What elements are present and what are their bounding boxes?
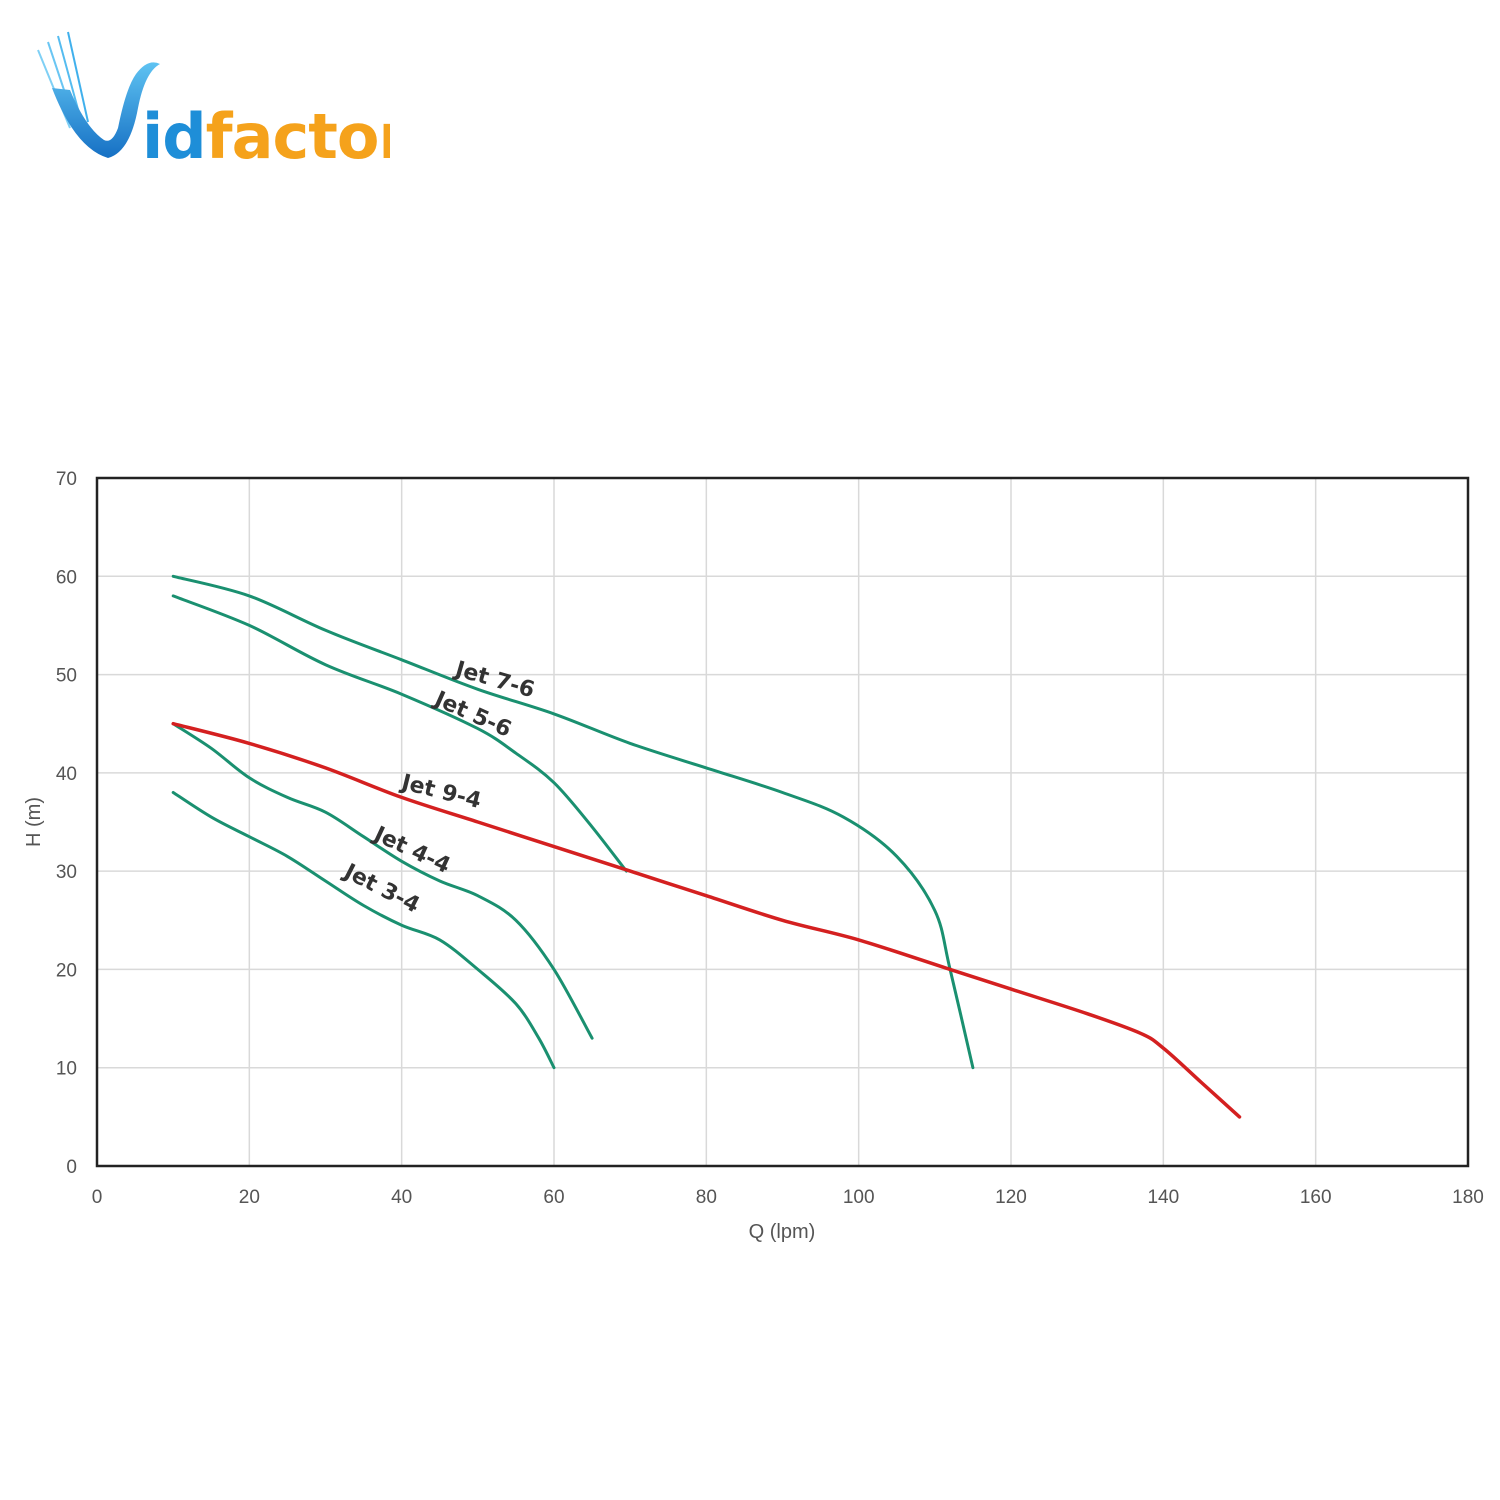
x-tick-4: 80 bbox=[696, 1187, 717, 1208]
y-tick-1: 10 bbox=[56, 1059, 77, 1080]
y-tick-0: 0 bbox=[66, 1157, 77, 1178]
x-axis-label: Q (lpm) bbox=[749, 1221, 816, 1243]
grid bbox=[97, 478, 1468, 1166]
x-tick-3: 60 bbox=[543, 1187, 564, 1208]
vidfactor-logo: idfactor bbox=[37, 31, 390, 173]
series-line-jet-4-4 bbox=[171, 722, 594, 1040]
y-tick-5: 50 bbox=[56, 666, 77, 687]
series-line-jet-9-4 bbox=[171, 721, 1242, 1119]
x-tick-1: 20 bbox=[239, 1187, 260, 1208]
y-axis-label: H (m) bbox=[23, 797, 45, 847]
series-label-3: Jet 4-4 bbox=[368, 821, 454, 879]
x-tick-5: 100 bbox=[843, 1187, 875, 1208]
logo-v-mark bbox=[52, 62, 160, 159]
x-tick-6: 120 bbox=[995, 1187, 1027, 1208]
series-line-jet-3-4 bbox=[171, 791, 556, 1070]
x-tick-labels: 0 20 40 60 80 100 120 140 160 180 bbox=[92, 1187, 1484, 1208]
series-line-jet-5-6 bbox=[171, 594, 628, 873]
y-tick-2: 20 bbox=[56, 960, 77, 981]
x-tick-7: 140 bbox=[1147, 1187, 1179, 1208]
y-tick-3: 30 bbox=[56, 862, 77, 883]
series-line-jet-7-6 bbox=[171, 574, 975, 1070]
x-tick-9: 180 bbox=[1452, 1187, 1484, 1208]
series-lines bbox=[171, 574, 1242, 1119]
logo-wordmark: idfactor bbox=[142, 100, 390, 173]
y-tick-7: 70 bbox=[56, 469, 77, 490]
y-tick-labels: 0 10 20 30 40 50 60 70 bbox=[56, 469, 77, 1178]
y-tick-4: 40 bbox=[56, 764, 77, 785]
x-tick-0: 0 bbox=[92, 1187, 103, 1208]
plot-frame bbox=[95, 476, 1470, 1168]
x-tick-2: 40 bbox=[391, 1187, 412, 1208]
logo-factor: factor bbox=[206, 100, 390, 173]
x-tick-8: 160 bbox=[1300, 1187, 1332, 1208]
y-tick-6: 60 bbox=[56, 567, 77, 588]
logo-id: id bbox=[142, 100, 206, 173]
series-label-2: Jet 9-4 bbox=[397, 770, 484, 814]
